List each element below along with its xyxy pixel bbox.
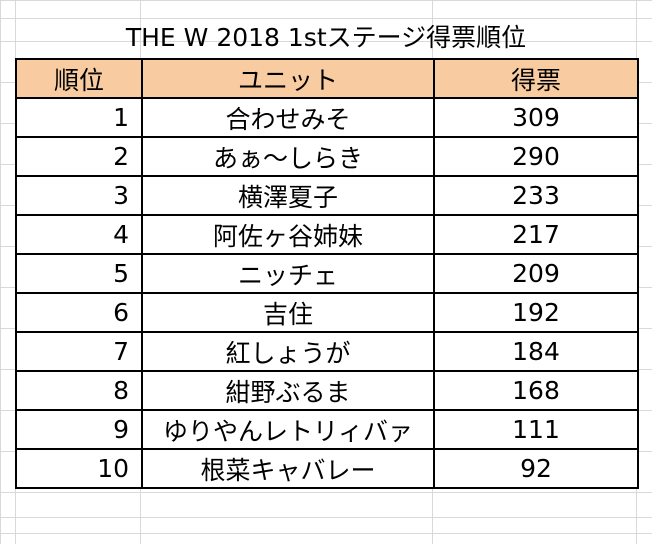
- table-row: 4 阿佐ヶ谷姉妹 217: [15, 214, 639, 255]
- grid-line: [0, 517, 652, 518]
- unit-cell[interactable]: 吉住: [141, 292, 435, 333]
- unit-cell[interactable]: 阿佐ヶ谷姉妹: [141, 214, 435, 255]
- votes-cell[interactable]: 168: [433, 370, 639, 411]
- unit-cell[interactable]: ニッチェ: [141, 253, 435, 294]
- unit-cell[interactable]: 紅しょうが: [141, 331, 435, 372]
- sheet-title: THE W 2018 1stステージ得票順位: [125, 23, 527, 52]
- table-row: 1 合わせみそ 309: [15, 97, 639, 138]
- votes-cell[interactable]: 111: [433, 409, 639, 450]
- rank-cell[interactable]: 7: [15, 331, 143, 372]
- unit-cell[interactable]: 横澤夏子: [141, 175, 435, 216]
- table-row: 7 紅しょうが 184: [15, 331, 639, 372]
- unit-cell[interactable]: 紺野ぶるま: [141, 370, 435, 411]
- rank-cell[interactable]: 5: [15, 253, 143, 294]
- grid-line: [0, 18, 652, 19]
- table-row: 2 あぁ〜しらき 290: [15, 136, 639, 177]
- rank-cell[interactable]: 1: [15, 97, 143, 138]
- votes-cell[interactable]: 309: [433, 97, 639, 138]
- rank-cell[interactable]: 9: [15, 409, 143, 450]
- votes-cell[interactable]: 209: [433, 253, 639, 294]
- votes-cell[interactable]: 290: [433, 136, 639, 177]
- rank-cell[interactable]: 10: [15, 448, 143, 489]
- votes-cell[interactable]: 217: [433, 214, 639, 255]
- rank-cell[interactable]: 8: [15, 370, 143, 411]
- votes-cell[interactable]: 233: [433, 175, 639, 216]
- column-header-unit[interactable]: ユニット: [141, 58, 435, 99]
- table-row: 9 ゆりやんレトリィバァ 111: [15, 409, 639, 450]
- table-row: 5 ニッチェ 209: [15, 253, 639, 294]
- rank-cell[interactable]: 3: [15, 175, 143, 216]
- rank-cell[interactable]: 6: [15, 292, 143, 333]
- table-row: 6 吉住 192: [15, 292, 639, 333]
- votes-cell[interactable]: 192: [433, 292, 639, 333]
- table-row: 8 紺野ぶるま 168: [15, 370, 639, 411]
- votes-cell[interactable]: 184: [433, 331, 639, 372]
- votes-cell[interactable]: 92: [433, 448, 639, 489]
- rank-cell[interactable]: 2: [15, 136, 143, 177]
- unit-cell[interactable]: あぁ〜しらき: [141, 136, 435, 177]
- rank-cell[interactable]: 4: [15, 214, 143, 255]
- table-header-row: 順位 ユニット 得票: [15, 58, 639, 99]
- table-row: 3 横澤夏子 233: [15, 175, 639, 216]
- column-header-rank[interactable]: 順位: [15, 58, 143, 99]
- unit-cell[interactable]: ゆりやんレトリィバァ: [141, 409, 435, 450]
- table-row: 10 根菜キャバレー 92: [15, 448, 639, 489]
- ranking-table: 順位 ユニット 得票 1 合わせみそ 309 2 あぁ〜しらき 290 3 横澤…: [15, 58, 639, 489]
- column-header-votes[interactable]: 得票: [433, 58, 639, 99]
- unit-cell[interactable]: 根菜キャバレー: [141, 448, 435, 489]
- unit-cell[interactable]: 合わせみそ: [141, 97, 435, 138]
